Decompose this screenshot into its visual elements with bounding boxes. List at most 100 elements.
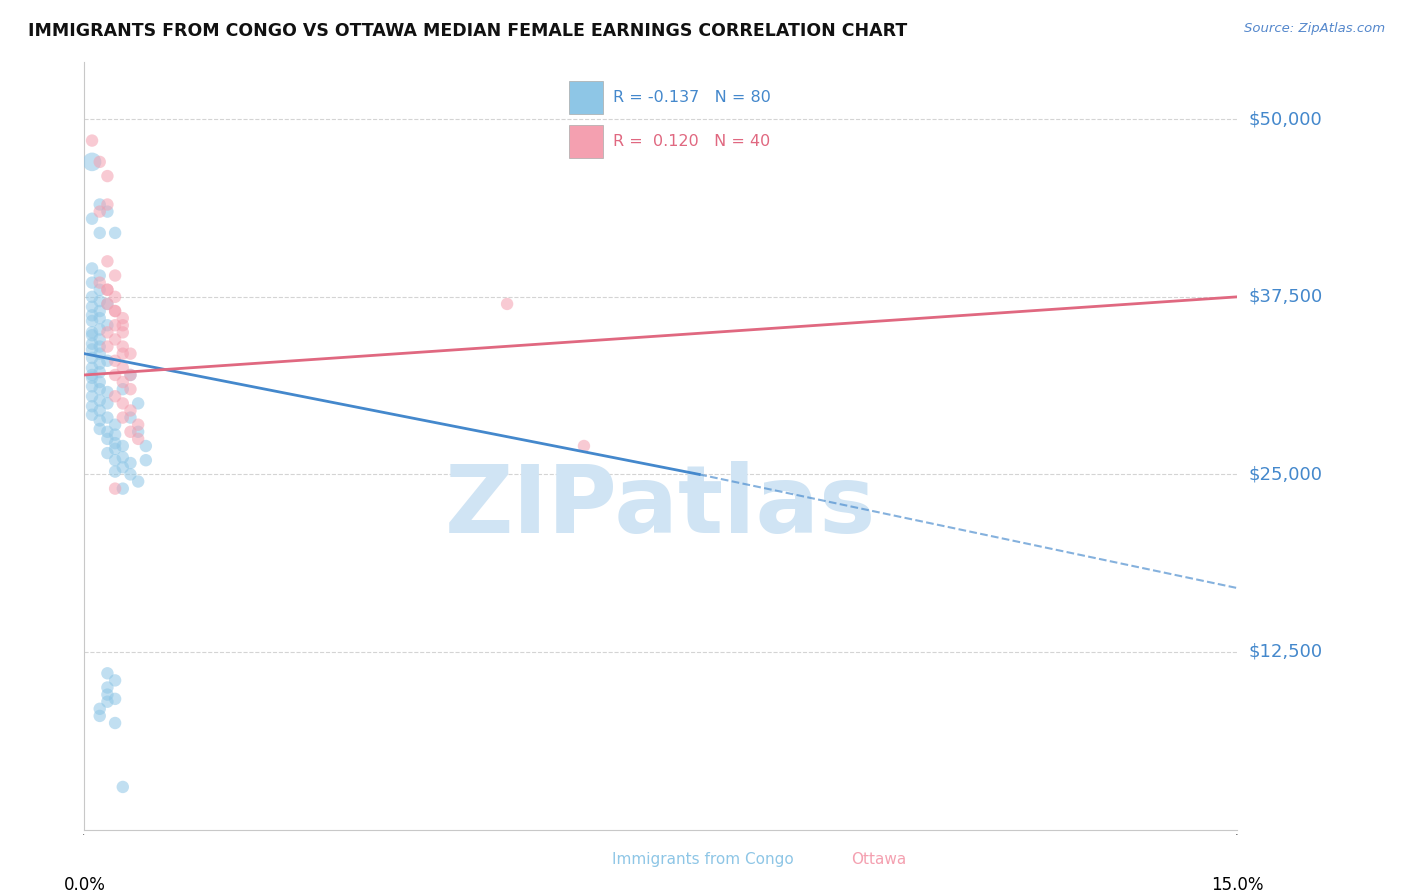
Point <box>80 336 103 351</box>
Point <box>80 314 103 328</box>
Point <box>96 318 118 333</box>
Point <box>80 328 103 343</box>
Bar <box>569 81 603 113</box>
Point <box>111 382 134 396</box>
Point <box>120 425 142 439</box>
Point <box>127 417 149 432</box>
Point <box>104 673 127 688</box>
Point <box>80 371 103 385</box>
Point <box>89 365 111 379</box>
Point <box>89 283 111 297</box>
Point <box>111 326 134 340</box>
Point <box>89 403 111 417</box>
Point <box>135 439 157 453</box>
Point <box>80 261 103 276</box>
Point <box>111 450 134 465</box>
Text: ZIPatlas: ZIPatlas <box>446 461 876 553</box>
Point <box>89 709 111 723</box>
Point <box>127 396 149 410</box>
Point <box>89 276 111 290</box>
Point <box>120 456 142 470</box>
Point <box>80 134 103 148</box>
Point <box>111 460 134 475</box>
Point <box>96 197 118 211</box>
Point <box>80 154 103 169</box>
Point <box>80 399 103 413</box>
Point <box>89 197 111 211</box>
Bar <box>569 125 603 158</box>
Text: R =  0.120   N = 40: R = 0.120 N = 40 <box>613 134 770 149</box>
Point <box>127 425 149 439</box>
Point <box>96 446 118 460</box>
Text: Source: ZipAtlas.com: Source: ZipAtlas.com <box>1244 22 1385 36</box>
Text: R = -0.137   N = 80: R = -0.137 N = 80 <box>613 89 770 104</box>
Point <box>127 475 149 489</box>
Point <box>120 467 142 482</box>
Point <box>120 403 142 417</box>
Point <box>111 340 134 354</box>
Point <box>80 360 103 375</box>
Point <box>96 688 118 702</box>
Point <box>96 169 118 183</box>
Text: $25,000: $25,000 <box>1249 466 1323 483</box>
Point <box>104 268 127 283</box>
Point <box>89 294 111 309</box>
Point <box>104 368 127 382</box>
Point <box>96 204 118 219</box>
Point <box>89 322 111 336</box>
Text: 15.0%: 15.0% <box>1211 876 1264 892</box>
Point <box>104 353 127 368</box>
Point <box>111 346 134 360</box>
Point <box>104 716 127 731</box>
Point <box>127 432 149 446</box>
Point <box>96 425 118 439</box>
Point <box>96 326 118 340</box>
Point <box>111 439 134 453</box>
Point <box>96 410 118 425</box>
Point <box>111 318 134 333</box>
Point <box>96 254 118 268</box>
Point <box>80 276 103 290</box>
Point <box>80 326 103 340</box>
Point <box>80 379 103 393</box>
Point <box>96 283 118 297</box>
Point <box>104 290 127 304</box>
Point <box>80 290 103 304</box>
Point <box>80 343 103 357</box>
Point <box>80 389 103 403</box>
Point <box>89 702 111 716</box>
Point <box>104 417 127 432</box>
Point <box>80 308 103 322</box>
Point <box>96 384 118 399</box>
Point <box>120 410 142 425</box>
Text: 0.0%: 0.0% <box>63 876 105 892</box>
Point <box>89 268 111 283</box>
Point <box>120 368 142 382</box>
Point <box>80 368 103 382</box>
Point <box>96 432 118 446</box>
Point <box>111 780 134 794</box>
Point <box>120 346 142 360</box>
Point <box>89 154 111 169</box>
Point <box>104 691 127 706</box>
Point <box>111 410 134 425</box>
Point <box>104 318 127 333</box>
Point <box>89 311 111 326</box>
Point <box>120 368 142 382</box>
Point <box>496 297 519 311</box>
Text: Immigrants from Congo: Immigrants from Congo <box>612 852 793 867</box>
Point <box>89 393 111 408</box>
Point <box>89 422 111 436</box>
Point <box>80 408 103 422</box>
Point <box>104 482 127 496</box>
Point <box>89 382 111 396</box>
Point <box>104 436 127 450</box>
Point <box>104 427 127 442</box>
Text: IMMIGRANTS FROM CONGO VS OTTAWA MEDIAN FEMALE EARNINGS CORRELATION CHART: IMMIGRANTS FROM CONGO VS OTTAWA MEDIAN F… <box>28 22 907 40</box>
Point <box>104 389 127 403</box>
Text: $37,500: $37,500 <box>1249 288 1323 306</box>
Point <box>135 453 157 467</box>
Point <box>104 333 127 347</box>
Point <box>111 482 134 496</box>
Point <box>96 297 118 311</box>
